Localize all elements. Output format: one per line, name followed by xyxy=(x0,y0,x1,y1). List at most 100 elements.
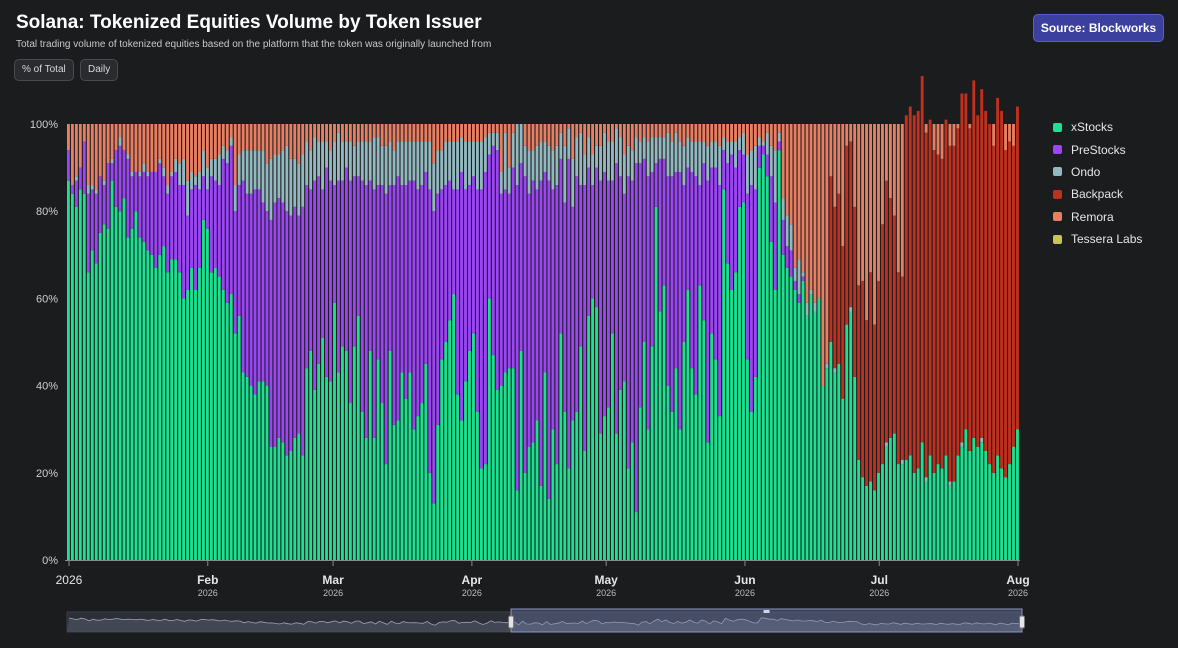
bar-segment-prestocks[interactable] xyxy=(682,185,686,342)
bar-segment-xstocks[interactable] xyxy=(126,237,130,561)
bar-segment-ondo[interactable] xyxy=(305,141,309,186)
legend-item-remora[interactable]: Remora xyxy=(1053,206,1142,228)
bar-segment-prestocks[interactable] xyxy=(650,171,654,347)
bar-segment-remora[interactable] xyxy=(146,124,150,172)
bar-segment-xstocks[interactable] xyxy=(662,285,666,560)
bar-segment-xstocks[interactable] xyxy=(233,333,237,560)
bar-segment-prestocks[interactable] xyxy=(674,171,678,369)
bar-segment-ondo[interactable] xyxy=(559,132,563,159)
bar-segment-xstocks[interactable] xyxy=(595,307,598,560)
bar-segment-ondo[interactable] xyxy=(491,132,495,146)
bar-segment-prestocks[interactable] xyxy=(269,219,273,447)
bar-segment-xstocks[interactable] xyxy=(440,359,444,560)
bar-segment-remora[interactable] xyxy=(861,124,865,281)
bar-segment-ondo[interactable] xyxy=(356,141,360,177)
bar-segment-remora[interactable] xyxy=(392,124,396,151)
bar-segment-prestocks[interactable] xyxy=(380,185,384,404)
bar-segment-remora[interactable] xyxy=(237,124,241,155)
bar-segment-remora[interactable] xyxy=(178,124,182,164)
bar-segment-xstocks[interactable] xyxy=(432,503,436,560)
bar-segment-remora[interactable] xyxy=(682,124,686,146)
bar-segment-remora[interactable] xyxy=(329,124,332,151)
bar-segment-xstocks[interactable] xyxy=(170,259,174,560)
bar-segment-prestocks[interactable] xyxy=(531,180,535,443)
bar-segment-prestocks[interactable] xyxy=(523,176,527,473)
bar-segment-remora[interactable] xyxy=(698,124,702,142)
bar-segment-ondo[interactable] xyxy=(146,171,150,177)
bar-segment-prestocks[interactable] xyxy=(337,180,340,373)
bar-segment-xstocks[interactable] xyxy=(154,267,158,560)
bar-segment-xstocks[interactable] xyxy=(174,259,178,560)
bar-segment-remora[interactable] xyxy=(412,124,416,142)
bar-segment-remora[interactable] xyxy=(138,124,142,172)
bar-segment-remora[interactable] xyxy=(678,124,682,142)
bar-segment-ondo[interactable] xyxy=(642,137,646,159)
bar-segment-xstocks[interactable] xyxy=(209,272,213,560)
bar-segment-xstocks[interactable] xyxy=(646,429,650,560)
bar-segment-prestocks[interactable] xyxy=(654,163,658,207)
bar-segment-xstocks[interactable] xyxy=(213,267,217,560)
bar-segment-prestocks[interactable] xyxy=(603,171,606,417)
bar-segment-prestocks[interactable] xyxy=(686,167,690,290)
bar-segment-remora[interactable] xyxy=(809,124,813,290)
bar-segment-backpack[interactable] xyxy=(944,119,948,456)
bar-segment-remora[interactable] xyxy=(356,124,360,142)
bar-segment-remora[interactable] xyxy=(511,124,515,133)
bar-segment-xstocks[interactable] xyxy=(82,193,86,560)
bar-segment-remora[interactable] xyxy=(845,124,849,146)
bar-segment-xstocks[interactable] xyxy=(753,376,757,560)
bar-segment-ondo[interactable] xyxy=(980,437,984,443)
bar-segment-ondo[interactable] xyxy=(257,150,261,190)
bar-segment-xstocks[interactable] xyxy=(920,442,924,560)
bar-segment-xstocks[interactable] xyxy=(178,272,182,560)
bar-segment-prestocks[interactable] xyxy=(321,189,324,338)
bar-segment-remora[interactable] xyxy=(591,124,595,155)
bar-segment-remora[interactable] xyxy=(78,124,82,168)
bar-segment-xstocks[interactable] xyxy=(710,333,714,560)
bar-segment-remora[interactable] xyxy=(396,124,400,142)
legend-item-tessera-labs[interactable]: Tessera Labs xyxy=(1053,228,1142,250)
bar-segment-remora[interactable] xyxy=(746,124,749,155)
bar-segment-remora[interactable] xyxy=(309,124,313,151)
bar-segment-xstocks[interactable] xyxy=(916,468,920,560)
bar-segment-prestocks[interactable] xyxy=(170,176,174,260)
bar-segment-prestocks[interactable] xyxy=(642,158,646,342)
bar-segment-remora[interactable] xyxy=(408,124,412,142)
bar-segment-remora[interactable] xyxy=(249,124,253,151)
bar-segment-xstocks[interactable] xyxy=(881,464,884,560)
bar-segment-ondo[interactable] xyxy=(321,141,324,190)
bar-segment-ondo[interactable] xyxy=(261,150,265,203)
bar-segment-remora[interactable] xyxy=(825,124,829,364)
bar-segment-ondo[interactable] xyxy=(344,141,348,168)
bar-segment-prestocks[interactable] xyxy=(599,180,602,434)
bar-segment-remora[interactable] xyxy=(734,124,737,142)
bar-segment-xstocks[interactable] xyxy=(853,376,857,560)
bar-segment-ondo[interactable] xyxy=(416,141,420,190)
bar-segment-remora[interactable] xyxy=(98,124,102,177)
bar-segment-prestocks[interactable] xyxy=(261,202,265,382)
bar-segment-backpack[interactable] xyxy=(980,89,984,438)
navigator-right-handle[interactable] xyxy=(1019,615,1025,629)
bar-segment-prestocks[interactable] xyxy=(662,158,666,286)
bar-segment-xstocks[interactable] xyxy=(531,442,535,560)
bar-segment-xstocks[interactable] xyxy=(837,363,841,560)
bar-segment-ondo[interactable] xyxy=(650,137,654,172)
bar-segment-prestocks[interactable] xyxy=(265,211,269,386)
bar-segment-xstocks[interactable] xyxy=(344,350,348,560)
bar-segment-remora[interactable] xyxy=(1004,124,1007,151)
bar-segment-xstocks[interactable] xyxy=(134,211,138,560)
bar-segment-remora[interactable] xyxy=(642,124,646,138)
bar-segment-remora[interactable] xyxy=(491,124,495,133)
bar-segment-remora[interactable] xyxy=(456,124,460,142)
bar-segment-prestocks[interactable] xyxy=(499,193,503,386)
bar-segment-prestocks[interactable] xyxy=(785,246,789,268)
bar-segment-remora[interactable] xyxy=(194,124,197,177)
bar-segment-remora[interactable] xyxy=(436,124,440,151)
bar-segment-ondo[interactable] xyxy=(618,137,622,177)
bar-segment-ondo[interactable] xyxy=(166,185,170,194)
bar-segment-xstocks[interactable] xyxy=(813,311,817,560)
bar-segment-xstocks[interactable] xyxy=(730,289,733,560)
bar-segment-remora[interactable] xyxy=(416,124,420,142)
bar-segment-ondo[interactable] xyxy=(611,141,614,181)
bar-segment-ondo[interactable] xyxy=(730,141,733,155)
